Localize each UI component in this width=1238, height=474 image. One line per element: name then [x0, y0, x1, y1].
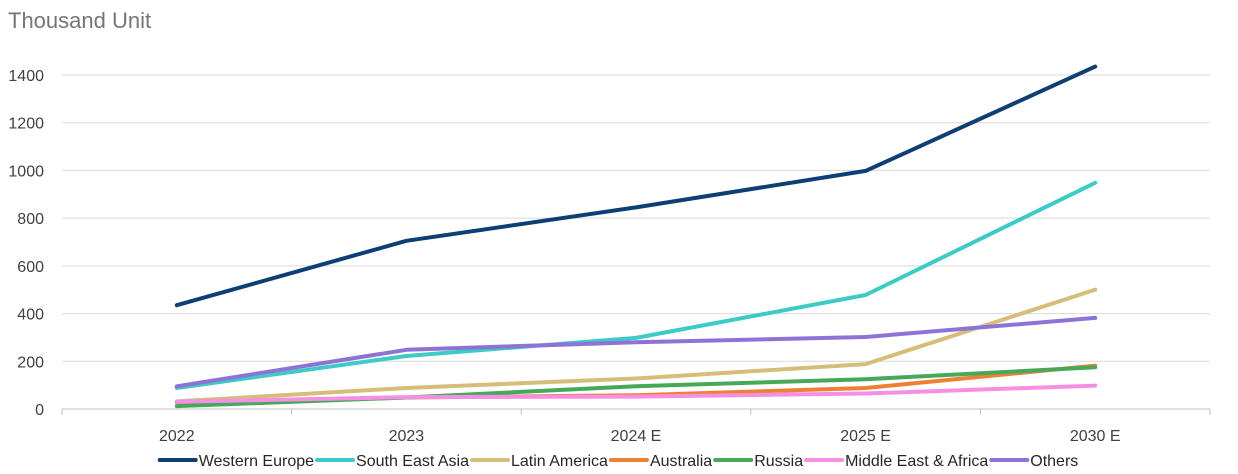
legend-label: Middle East & Africa [845, 453, 988, 470]
legend-item: Russia [713, 453, 803, 470]
y-unit-label: Thousand Unit [8, 8, 151, 33]
legend-item: South East Asia [315, 453, 469, 470]
legend-label: Latin America [511, 453, 608, 470]
x-tick-label: 2030 E [1070, 428, 1121, 445]
series-lines [174, 64, 1098, 409]
y-tick-label: 1000 [8, 163, 44, 180]
x-tick-label: 2023 [389, 428, 425, 445]
series-line-others [174, 315, 1098, 389]
series-line-south-east-asia [174, 180, 1098, 390]
y-tick-label: 200 [17, 354, 44, 371]
legend-item: Australia [608, 453, 712, 470]
legend-item: Others [989, 453, 1078, 470]
legend-label: Western Europe [199, 453, 314, 470]
legend-label: Others [1030, 453, 1078, 470]
y-tick-label: 1200 [8, 116, 44, 133]
legend-item: Western Europe [157, 453, 314, 470]
y-axis-ticks: 0 200 400 600 800 1000 1200 1400 [8, 68, 44, 419]
legend-item: Middle East & Africa [804, 453, 988, 470]
legend-label: South East Asia [356, 453, 469, 470]
gridlines [62, 74, 1210, 362]
series-line-western-europe [174, 64, 1098, 308]
series-line-middle-east-africa [174, 383, 1098, 404]
x-tick-label: 2022 [159, 428, 195, 445]
x-tick-label: 2024 E [611, 428, 662, 445]
legend: Western Europe South East Asia Latin Ameri… [157, 453, 1078, 470]
y-tick-label: 0 [35, 402, 44, 419]
y-tick-label: 600 [17, 259, 44, 276]
x-axis: 2022 2023 2024 E 2025 E 2030 E [61, 408, 1211, 445]
y-tick-label: 800 [17, 211, 44, 228]
legend-label: Russia [754, 453, 803, 470]
series-line-latin-america [174, 287, 1098, 404]
legend-item: Latin America [470, 453, 608, 470]
legend-label: Australia [650, 453, 712, 470]
x-tick-label: 2025 E [840, 428, 891, 445]
y-tick-label: 400 [17, 307, 44, 324]
y-tick-label: 1400 [8, 68, 44, 85]
